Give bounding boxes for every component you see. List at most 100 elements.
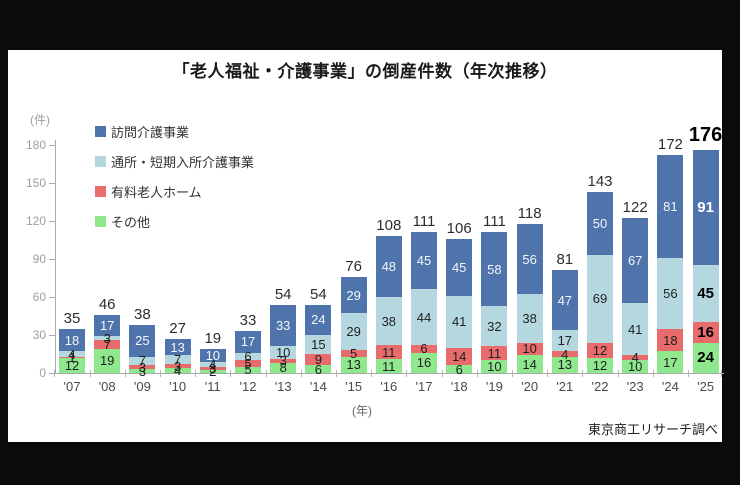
bar-segment (446, 347, 473, 366)
bar-segment (481, 305, 508, 347)
bar-segment (340, 350, 367, 357)
bar-segment (551, 351, 578, 357)
legend-swatch-nursinghome (95, 185, 106, 197)
bar-segment-label: 3 (209, 361, 217, 377)
bar-segment (305, 304, 332, 335)
bar-segment (305, 365, 332, 373)
x-axis-year-label: '19 (485, 379, 503, 394)
legend-label: 通所・短期入所介護事業 (111, 154, 255, 170)
bar-segment-label: 3 (279, 353, 287, 369)
bar-segment-label: 7 (173, 352, 182, 368)
x-axis-unit-label: (年) (352, 404, 372, 418)
source-credit: 東京商工リサーチ調べ (587, 422, 718, 437)
bar-total-label: 118 (517, 204, 542, 222)
bar-segment-label: 47 (557, 292, 573, 308)
bar-total-label: 46 (98, 295, 116, 313)
x-tick (582, 370, 584, 377)
bar-segment-label: 11 (487, 345, 502, 361)
y-tick-label: 150 (25, 176, 46, 190)
bar-segment-label: 48 (381, 259, 397, 275)
bar-segment (587, 357, 613, 373)
bar-segment (446, 238, 473, 296)
bar-segment-label: 67 (627, 253, 643, 269)
bar-segment (481, 346, 508, 361)
bar-segment-label: 41 (627, 321, 643, 337)
bar-segment (516, 342, 543, 356)
bar-segment-label: 56 (663, 285, 678, 301)
y-tick-label: 0 (39, 366, 46, 380)
bar-total-label: 122 (622, 199, 648, 217)
y-axis-line (55, 140, 56, 374)
bar-segment (164, 338, 191, 356)
bar-segment-label: 7 (103, 337, 111, 352)
bar-segment-label: 18 (663, 332, 678, 348)
bar-segment-label: 25 (135, 333, 150, 349)
bar-segment (129, 365, 156, 370)
x-axis-year-label: '25 (697, 379, 715, 394)
bar-segment-label: 91 (697, 199, 714, 217)
x-tick (476, 370, 478, 377)
bar-segment-label: 7 (138, 353, 146, 369)
x-tick (441, 370, 443, 377)
bar-total-label: 111 (482, 213, 506, 231)
bar-segment-label: 3 (103, 330, 111, 346)
bar-segment (340, 356, 367, 373)
bar-segment-label: 24 (311, 312, 326, 328)
bar-segment-label: 12 (64, 357, 80, 373)
bar-segment (59, 357, 85, 373)
bar-segment-label: 4 (631, 350, 639, 366)
bar-segment-label: 19 (99, 353, 115, 369)
bar-segment-label: 9 (314, 352, 322, 368)
bar-segment-label: 12 (592, 357, 608, 373)
bar-total-label: 54 (310, 285, 327, 303)
x-axis-year-label: '17 (415, 379, 433, 394)
bar-segment (657, 328, 684, 352)
bar-segment (270, 346, 297, 360)
bar-segment-label: 5 (244, 356, 252, 371)
x-tick (336, 370, 337, 377)
bar-segment (657, 155, 684, 258)
bar-segment-label: 11 (382, 344, 396, 360)
bar-total-label: 176 (688, 124, 723, 147)
bar-segment-label: 18 (64, 332, 80, 348)
x-axis-year-label: '08 (98, 379, 116, 394)
x-tick (265, 370, 267, 377)
bar-segment (692, 150, 719, 266)
bar-segment (94, 314, 121, 337)
bar-segment-label: 44 (416, 309, 432, 325)
y-tick (49, 221, 55, 222)
legend-swatch-daycare (95, 155, 106, 167)
bar-segment-label: 29 (346, 324, 361, 340)
bar-segment (551, 356, 578, 373)
x-tick (54, 370, 56, 377)
bar-segment-label: 4 (173, 362, 182, 378)
bar-segment (375, 345, 402, 360)
bar-segment-label: 4 (561, 346, 569, 362)
bar-segment (622, 303, 649, 356)
bar-segment (94, 336, 121, 341)
x-tick (371, 370, 373, 377)
x-axis-year-label: '24 (661, 379, 679, 394)
bar-segment-label: 17 (240, 334, 256, 350)
bar-total-label: 19 (204, 329, 222, 347)
bar-segment-label: 14 (451, 349, 467, 365)
bar-segment-label: 24 (697, 349, 714, 367)
bar-segment (305, 335, 332, 354)
bar-segment (516, 223, 543, 295)
bar-segment (270, 359, 297, 363)
x-axis-year-label: '14 (309, 379, 327, 394)
bar-segment (375, 297, 402, 346)
y-tick-label: 60 (32, 290, 46, 304)
bar-segment-label: 14 (522, 356, 537, 372)
bar-segment-label: 50 (592, 216, 608, 232)
bar-segment-label: 69 (592, 291, 608, 307)
bar-segment-label: 10 (627, 359, 643, 375)
bar-segment-label: 17 (557, 333, 573, 349)
y-axis-unit-label: (件) (30, 113, 50, 127)
bar-segment (94, 348, 121, 373)
bar-segment-label: 6 (244, 349, 252, 365)
bar-segment (692, 342, 719, 373)
bar-segment-label: 13 (346, 357, 361, 373)
bar-segment-label: 10 (487, 359, 502, 375)
x-axis-year-label: '16 (380, 379, 398, 394)
